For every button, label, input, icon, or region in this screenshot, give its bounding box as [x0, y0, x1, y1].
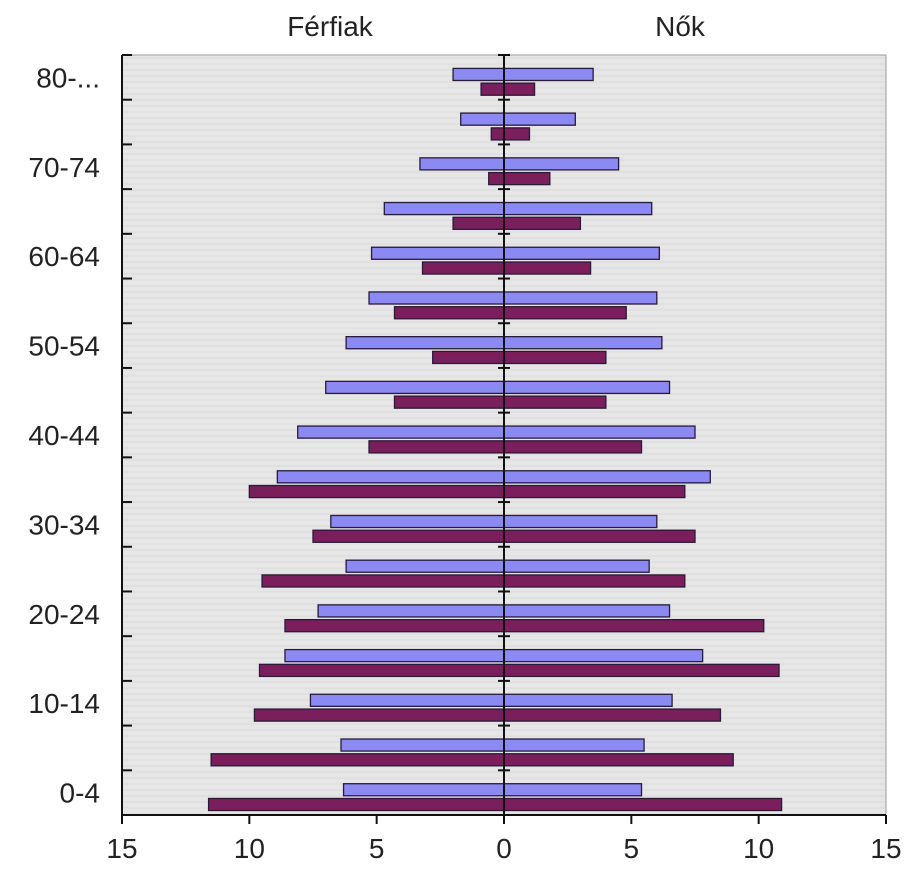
bar-nok-b-15-19 [503, 663, 780, 678]
bar-ferfiak-a-50-54 [345, 335, 505, 350]
bar-nok-a-5-9 [503, 738, 645, 752]
bar-nok-a-50-54 [503, 335, 663, 350]
bar-ferfiak-b-30-34 [312, 529, 505, 543]
bar-nok-b-20-24 [503, 618, 765, 633]
bar-ferfiak-b-80-... [480, 82, 505, 96]
bar-nok-b-80-... [503, 82, 536, 96]
bar-nok-a-25-29 [503, 559, 650, 573]
bar-ferfiak-b-20-24 [284, 618, 505, 633]
y-tick-label: 70-74 [28, 152, 100, 183]
x-tick-label: 5 [624, 833, 640, 864]
header-right-label: Nők [655, 11, 706, 42]
bar-ferfiak-a-0-4 [342, 783, 505, 797]
y-tick-label: 80-... [36, 62, 100, 93]
bar-ferfiak-a-40-44 [297, 425, 505, 439]
bar-ferfiak-b-65-69 [452, 216, 505, 231]
bar-nok-b-55-59 [503, 306, 627, 320]
header-left-label: Férfiak [287, 11, 374, 42]
bar-ferfiak-a-55-59 [368, 291, 505, 305]
bar-nok-a-0-4 [503, 783, 643, 797]
bar-nok-a-55-59 [503, 291, 658, 305]
bar-nok-b-25-29 [503, 574, 686, 588]
bar-nok-a-60-64 [503, 246, 660, 260]
bar-nok-a-15-19 [503, 648, 704, 663]
bar-ferfiak-a-35-39 [276, 470, 505, 484]
bar-ferfiak-b-70-74 [488, 171, 505, 186]
y-tick-label: 60-64 [28, 241, 100, 272]
bar-ferfiak-a-60-64 [370, 246, 505, 260]
x-tick-label: 15 [106, 833, 137, 864]
bar-ferfiak-a-30-34 [330, 514, 505, 529]
bar-nok-a-10-14 [503, 693, 673, 708]
bar-ferfiak-a-70-74 [419, 157, 505, 171]
bar-nok-a-40-44 [503, 425, 696, 439]
bar-nok-a-20-24 [503, 604, 671, 618]
bar-ferfiak-b-25-29 [261, 574, 505, 588]
bar-ferfiak-b-0-4 [207, 797, 505, 812]
bar-nok-b-10-14 [503, 708, 722, 722]
y-tick-label: 20-24 [28, 599, 100, 630]
bar-nok-b-75-79 [503, 127, 531, 141]
bar-ferfiak-b-75-79 [490, 127, 505, 141]
bar-nok-a-45-49 [503, 380, 671, 395]
y-tick-label: 30-34 [28, 509, 100, 540]
axes-layer [121, 54, 887, 824]
labels-layer: Férfiak Nők 15 10 5 0 5 10 150-410-1420-2430-3… [28, 11, 901, 864]
bar-ferfiak-a-80-... [452, 67, 505, 82]
bar-ferfiak-a-65-69 [383, 201, 505, 216]
bar-ferfiak-a-75-79 [460, 112, 505, 126]
bar-nok-a-30-34 [503, 514, 658, 529]
bar-ferfiak-b-55-59 [393, 306, 505, 320]
bar-ferfiak-b-5-9 [210, 753, 505, 767]
bar-ferfiak-b-40-44 [368, 440, 505, 454]
y-tick-label: 40-44 [28, 420, 100, 451]
bar-ferfiak-a-5-9 [340, 738, 505, 752]
x-tick-label: 10 [234, 833, 265, 864]
bar-ferfiak-a-25-29 [345, 559, 505, 573]
bar-nok-a-80-... [503, 67, 594, 82]
bar-ferfiak-a-10-14 [309, 693, 505, 708]
bar-ferfiak-b-50-54 [432, 350, 505, 365]
bar-nok-b-30-34 [503, 529, 696, 543]
bar-ferfiak-b-35-39 [248, 484, 505, 499]
bar-nok-b-35-39 [503, 484, 686, 499]
x-tick-label: 5 [369, 833, 385, 864]
bar-ferfiak-b-10-14 [253, 708, 505, 722]
y-tick-label: 0-4 [60, 778, 100, 809]
y-tick-label: 10-14 [28, 688, 100, 719]
bar-ferfiak-a-15-19 [284, 648, 505, 663]
bar-nok-b-65-69 [503, 216, 582, 231]
bar-ferfiak-b-60-64 [421, 261, 505, 275]
bar-nok-a-70-74 [503, 157, 620, 171]
bar-nok-b-5-9 [503, 753, 734, 767]
bar-nok-a-65-69 [503, 201, 653, 216]
bar-nok-b-60-64 [503, 261, 592, 275]
bar-nok-b-0-4 [503, 797, 783, 812]
bar-ferfiak-b-45-49 [393, 395, 505, 409]
bar-nok-b-45-49 [503, 395, 607, 409]
bar-nok-a-75-79 [503, 112, 576, 126]
bar-ferfiak-a-45-49 [325, 380, 505, 395]
x-tick-label: 10 [743, 833, 774, 864]
bar-nok-a-35-39 [503, 470, 711, 484]
bar-nok-b-50-54 [503, 350, 607, 365]
bar-ferfiak-a-20-24 [317, 604, 505, 618]
bar-ferfiak-b-15-19 [258, 663, 505, 678]
x-tick-label: 15 [870, 833, 901, 864]
x-tick-label: 0 [496, 833, 512, 864]
bar-nok-b-70-74 [503, 171, 551, 186]
bar-nok-b-40-44 [503, 440, 643, 454]
y-tick-label: 50-54 [28, 331, 100, 362]
